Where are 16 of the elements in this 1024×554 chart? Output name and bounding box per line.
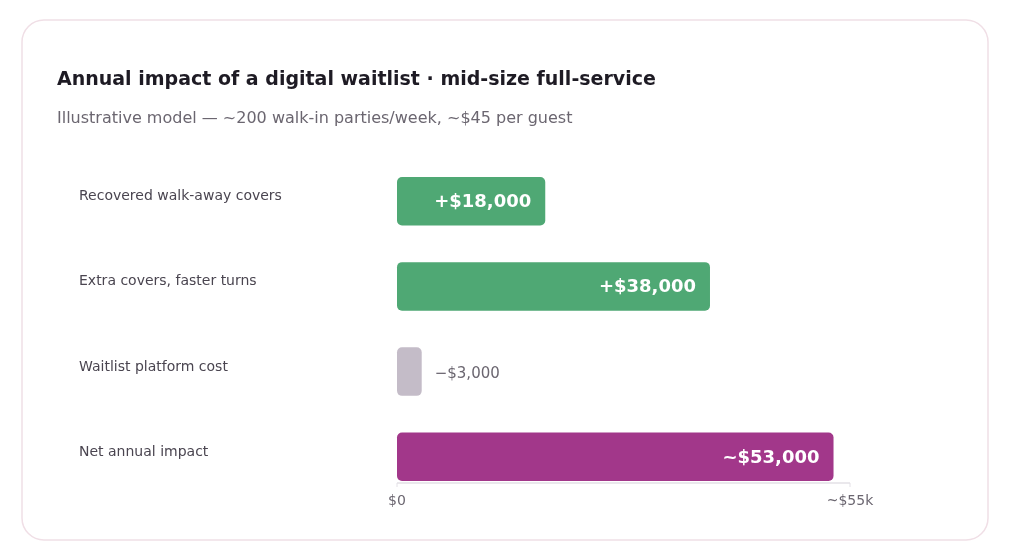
bar — [397, 432, 834, 481]
bar — [397, 347, 422, 396]
y-tick-label: Extra covers, faster turns — [79, 272, 257, 289]
data-label: +$18,000 — [434, 190, 532, 212]
x-tick-label: ~$55k — [826, 492, 875, 508]
chart-title: Annual impact of a digital waitlist · mid-size full-service — [57, 67, 656, 89]
bar — [397, 262, 710, 311]
x-tick-label: $0 — [388, 492, 406, 508]
chart-subtitle: Illustrative model — ~200 walk-in parties/week, ~$45 per guest — [57, 108, 573, 127]
y-tick-label: Net annual impact — [79, 442, 209, 459]
y-tick-label: Waitlist platform cost — [79, 357, 229, 374]
data-label: +$38,000 — [598, 275, 696, 297]
data-label: −$3,000 — [434, 363, 500, 382]
bar — [397, 177, 546, 226]
y-tick-label: Recovered walk-away covers — [79, 187, 282, 204]
data-label: ~$53,000 — [722, 445, 820, 467]
